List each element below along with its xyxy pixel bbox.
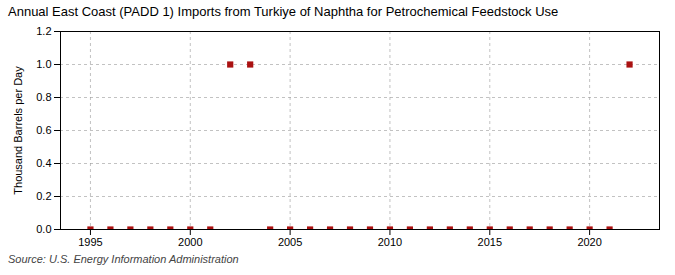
svg-text:1.2: 1.2 <box>36 25 51 37</box>
svg-text:2020: 2020 <box>577 236 601 248</box>
svg-text:0.0: 0.0 <box>36 223 51 235</box>
svg-text:0.8: 0.8 <box>36 91 51 103</box>
svg-text:1.0: 1.0 <box>36 58 51 70</box>
svg-text:2005: 2005 <box>278 236 302 248</box>
html-text:Annual East Coast (PADD 1) Imp: Annual East Coast (PADD 1) Imports from … <box>8 4 559 19</box>
svg-text:Thousand Barrels per Day: Thousand Barrels per Day <box>12 66 24 195</box>
svg-text:1995: 1995 <box>78 236 102 248</box>
html-text:Source: U.S. Energy Informatio: Source: U.S. Energy Information Administ… <box>8 253 239 265</box>
svg-text:0.4: 0.4 <box>36 157 51 169</box>
svg-text:2000: 2000 <box>178 236 202 248</box>
svg-text:2010: 2010 <box>378 236 402 248</box>
svg-text:0.2: 0.2 <box>36 190 51 202</box>
svg-text:0.6: 0.6 <box>36 124 51 136</box>
svg-text:2015: 2015 <box>478 236 502 248</box>
